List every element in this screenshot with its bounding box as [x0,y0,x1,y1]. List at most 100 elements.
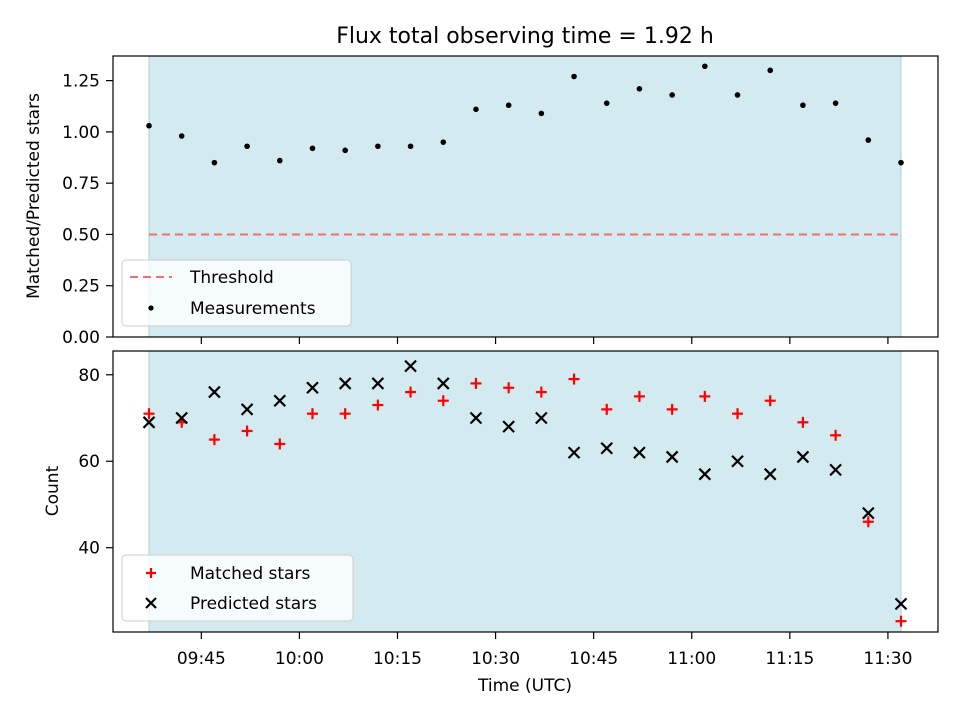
measurement-point [178,133,185,139]
bottom-y-tick-label: 60 [78,452,100,472]
predicted-star-point [404,359,417,373]
matched-star-point [535,386,547,398]
matched-star-point [208,434,220,446]
matched-star-point [470,377,482,389]
measurement-point [702,63,708,70]
predicted-star-point [535,411,548,425]
predicted-star-point [175,411,188,425]
matched-star-point [143,408,155,420]
measurement-point [276,157,283,164]
matched-star-point [862,516,874,528]
matched-star-point [699,390,711,402]
legend-measurements-swatch [148,305,154,311]
measurement-point [146,122,152,129]
measurement-point [505,102,512,109]
measurement-point [407,143,414,150]
measurement-point [669,92,675,98]
x-tick-label: 10:00 [275,649,324,669]
matched-star-point [437,395,449,407]
count-points [142,359,908,627]
x-axis-label: Time (UTC) [477,676,572,696]
x-tick-label: 11:15 [765,649,814,669]
measurement-point [603,100,610,106]
matched-star-point [405,386,417,398]
predicted-star-point [208,385,221,399]
matched-star-point [797,416,809,428]
predicted-star-point [829,463,842,477]
measurement-point [865,137,872,143]
predicted-star-point [567,446,581,459]
measurement-point [636,86,643,92]
measurement-point [440,139,447,145]
measurement-point [832,100,839,106]
predicted-star-point [894,597,908,611]
top-y-axis: 0.00 0.25 0.50 0.75 1.00 1.25 [62,72,113,348]
x-tick-label: 11:30 [863,649,912,669]
predicted-star-point [469,411,483,425]
measurement-point [538,110,545,117]
x-tick-label: 09:45 [177,649,226,669]
predicted-star-point [763,467,777,481]
matched-star-point [372,399,384,411]
predicted-star-point [240,403,254,416]
matched-star-point [503,382,515,394]
predicted-star-point [731,454,744,468]
bottom-y-tick-label: 80 [78,366,100,386]
matched-star-point [601,403,613,415]
matched-star-point [895,615,907,627]
predicted-star-point [502,420,515,433]
predicted-star-point [665,450,679,464]
measurement-points [146,63,904,166]
legend-measurements-label: Measurements [190,299,316,319]
bottom-y-tick-label: 40 [78,539,100,559]
measurement-point [734,92,741,98]
predicted-star-point [306,381,319,395]
top-y-tick-label: 0.25 [62,277,100,297]
matched-star-point [274,438,286,450]
ratio-panel: 0.00 0.25 0.50 0.75 1.00 1.25 Matched/Predict… [24,55,939,348]
measurement-point [211,159,218,166]
measurement-point [375,143,381,150]
x-tick-label: 10:15 [373,649,422,669]
measurement-point [571,73,577,80]
measurement-point [309,145,316,152]
measurement-point [244,143,250,150]
top-y-tick-label: 0.50 [62,225,100,245]
bottom-legend: Matched stars Predicted stars [121,554,354,622]
top-x-axis [200,337,889,344]
matched-star-point [764,395,776,407]
bottom-x-axis: 09:45 10:00 10:15 10:30 10:45 11:00 11:15 11:30 [177,632,912,669]
matched-star-point [633,390,645,402]
top-y-tick-label: 0.75 [62,174,100,194]
measurement-point [342,147,348,154]
count-panel: 40 60 80 09:45 10:00 10:15 10:30 10:45 11:00 11:… [43,350,939,696]
top-y-tick-label: 1.00 [62,123,100,143]
measurement-point [898,159,904,166]
x-tick-label: 10:30 [471,649,520,669]
x-tick-label: 10:45 [569,649,618,669]
matched-star-point [306,408,318,420]
matched-star-point [732,408,744,420]
matched-star-point [666,403,678,415]
predicted-star-point [862,506,875,520]
predicted-star-point [142,416,156,429]
predicted-star-point [796,450,810,464]
legend-predicted-label: Predicted stars [190,594,317,614]
predicted-star-point [436,377,450,390]
x-tick-label: 11:00 [667,649,716,669]
measurement-point [800,102,806,109]
legend-matched-label: Matched stars [190,564,310,584]
predicted-star-point [698,467,712,481]
bottom-y-label: Count [43,465,63,516]
top-legend: Threshold Measurements [121,259,352,327]
measurement-point [473,106,479,113]
matched-star-point [241,425,253,437]
top-y-tick-label: 0.00 [62,328,100,348]
predicted-star-point [371,377,385,390]
matched-star-point [339,408,351,420]
top-y-tick-label: 1.25 [62,72,100,92]
legend-threshold-label: Threshold [189,268,274,288]
top-axes-frame [112,55,939,338]
predicted-star-point [600,441,614,455]
